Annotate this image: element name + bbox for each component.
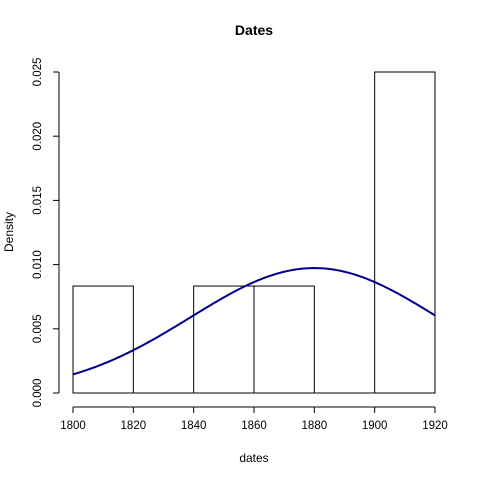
histogram-bar [72,285,134,394]
y-axis-label: Density [2,212,16,252]
y-tick-label: 0.005 [32,314,44,343]
y-tick-label: 0.010 [32,250,44,279]
x-tick-label: 1860 [241,420,267,432]
y-ticks-group: 0.000 0.005 0.010 0.015 0.020 0.025 [32,58,59,408]
normal-density-curve [72,267,436,376]
x-tick-label: 1820 [121,420,147,432]
x-axis-label: dates [239,451,268,465]
x-tick-label: 1920 [422,420,448,432]
y-tick-label: 0.020 [32,122,44,151]
x-tick-label: 1800 [60,420,86,432]
y-tick-label: 0.015 [32,186,44,215]
y-tick-label: 0.025 [32,58,44,87]
x-tick-label: 1900 [362,420,388,432]
chart-title: Dates [235,22,273,38]
y-tick-label: 0.000 [32,379,44,408]
histogram-bar [253,285,315,394]
histogram-bar [193,285,255,394]
histogram-bar [374,71,436,394]
bars-group [72,71,436,394]
x-tick-label: 1880 [302,420,328,432]
x-tick-label: 1840 [181,420,207,432]
x-ticks-group: 1800 1820 1840 1860 1880 1900 1920 [60,407,448,432]
